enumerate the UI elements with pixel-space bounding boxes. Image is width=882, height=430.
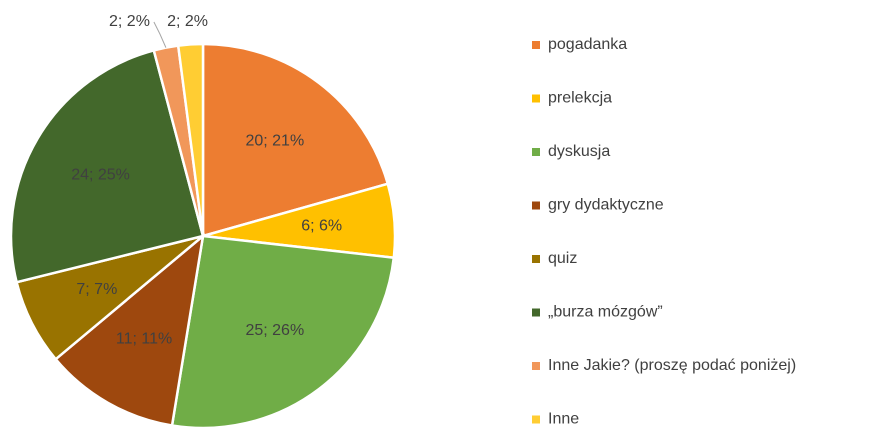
- legend-swatch: [532, 41, 540, 49]
- data-label: 20; 21%: [245, 132, 304, 149]
- legend-label: gry dydaktyczne: [548, 197, 664, 214]
- data-label: 25; 26%: [245, 322, 304, 339]
- legend-swatch: [532, 415, 540, 424]
- pie-slice: [176, 42, 205, 237]
- legend-swatch: [532, 255, 540, 263]
- data-label: 6; 6%: [301, 218, 342, 235]
- legend-swatch: [532, 308, 540, 317]
- legend-swatch: [532, 148, 540, 156]
- legend-label: Inne Jakie? (proszę podać poniżej): [548, 357, 796, 374]
- legend-label: dyskusja: [548, 143, 610, 160]
- legend-label: quiz: [548, 250, 577, 267]
- pie-slice: [170, 234, 396, 430]
- data-label: 24; 25%: [71, 167, 130, 184]
- legend-label: pogadanka: [548, 36, 627, 53]
- legend-swatch: [532, 94, 540, 103]
- legend-swatch: [532, 362, 540, 370]
- data-label: 11; 11%: [116, 331, 172, 348]
- leader-line: [153, 21, 167, 48]
- data-label: 2; 2%: [167, 13, 208, 30]
- legend-label: Inne: [548, 411, 579, 428]
- pie-slice: [201, 42, 390, 238]
- data-label: 2; 2%: [109, 13, 150, 30]
- legend-label: prelekcja: [548, 90, 612, 107]
- pie-slice: [9, 48, 205, 284]
- legend-swatch: [532, 201, 540, 210]
- pie-slice: [53, 232, 205, 427]
- legend-label: „burza mózgów”: [548, 304, 663, 321]
- data-label: 7; 7%: [76, 281, 117, 298]
